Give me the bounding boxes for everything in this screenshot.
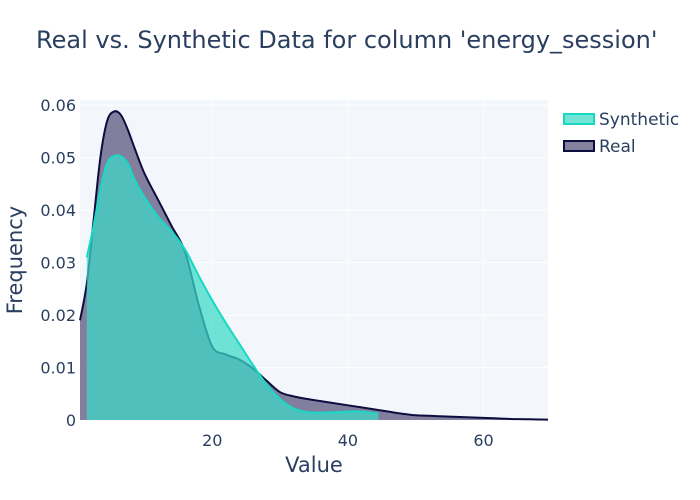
y-axis-ticks: 0 0.01 0.02 0.03 0.04 0.05 0.06 [40,96,76,430]
legend-swatch-real [563,140,595,152]
y-tick-label: 0.05 [40,149,76,168]
x-tick-label: 40 [338,431,358,450]
chart-title: Real vs. Synthetic Data for column 'ener… [36,26,658,54]
legend-label-synthetic: Synthetic [599,110,679,130]
y-tick-label: 0.03 [40,254,76,273]
legend[interactable]: Synthetic Real [563,110,679,157]
y-tick-label: 0.01 [40,359,76,378]
y-axis-title: Frequency [3,206,27,315]
x-axis-title: Value [285,453,343,477]
legend-swatch-synthetic [563,113,595,125]
y-tick-label: 0 [66,411,76,430]
density-areas [79,110,549,421]
area-synthetic [86,155,379,420]
y-tick-label: 0.04 [40,201,76,220]
line-real [79,110,549,421]
legend-item-real[interactable]: Real [563,137,636,157]
x-tick-label: 20 [202,431,222,450]
y-tick-label: 0.02 [40,306,76,325]
legend-item-synthetic[interactable]: Synthetic [563,110,679,130]
x-tick-label: 60 [473,431,493,450]
line-synthetic [85,154,379,415]
legend-label-real: Real [599,137,636,157]
x-axis-ticks: 20 40 60 [202,431,494,450]
y-tick-label: 0.06 [40,96,76,115]
